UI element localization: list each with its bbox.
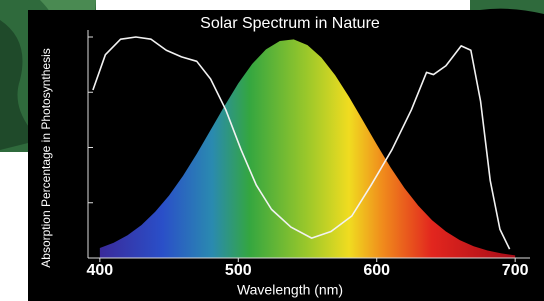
x-tick-label: 700 (502, 262, 529, 279)
chart-title: Solar Spectrum in Nature (200, 15, 380, 32)
x-tick-label: 400 (86, 262, 113, 279)
page: {"chart_data": { "type": "area-line", "t… (0, 0, 544, 301)
chart: Solar Spectrum in Nature Wavelength (nm)… (0, 0, 544, 301)
y-axis-label: Absorption Percentage in Photosynthesis (39, 48, 53, 267)
x-axis-label: Wavelength (nm) (237, 282, 343, 298)
x-tick-label: 600 (363, 262, 390, 279)
x-tick-label: 500 (225, 262, 252, 279)
